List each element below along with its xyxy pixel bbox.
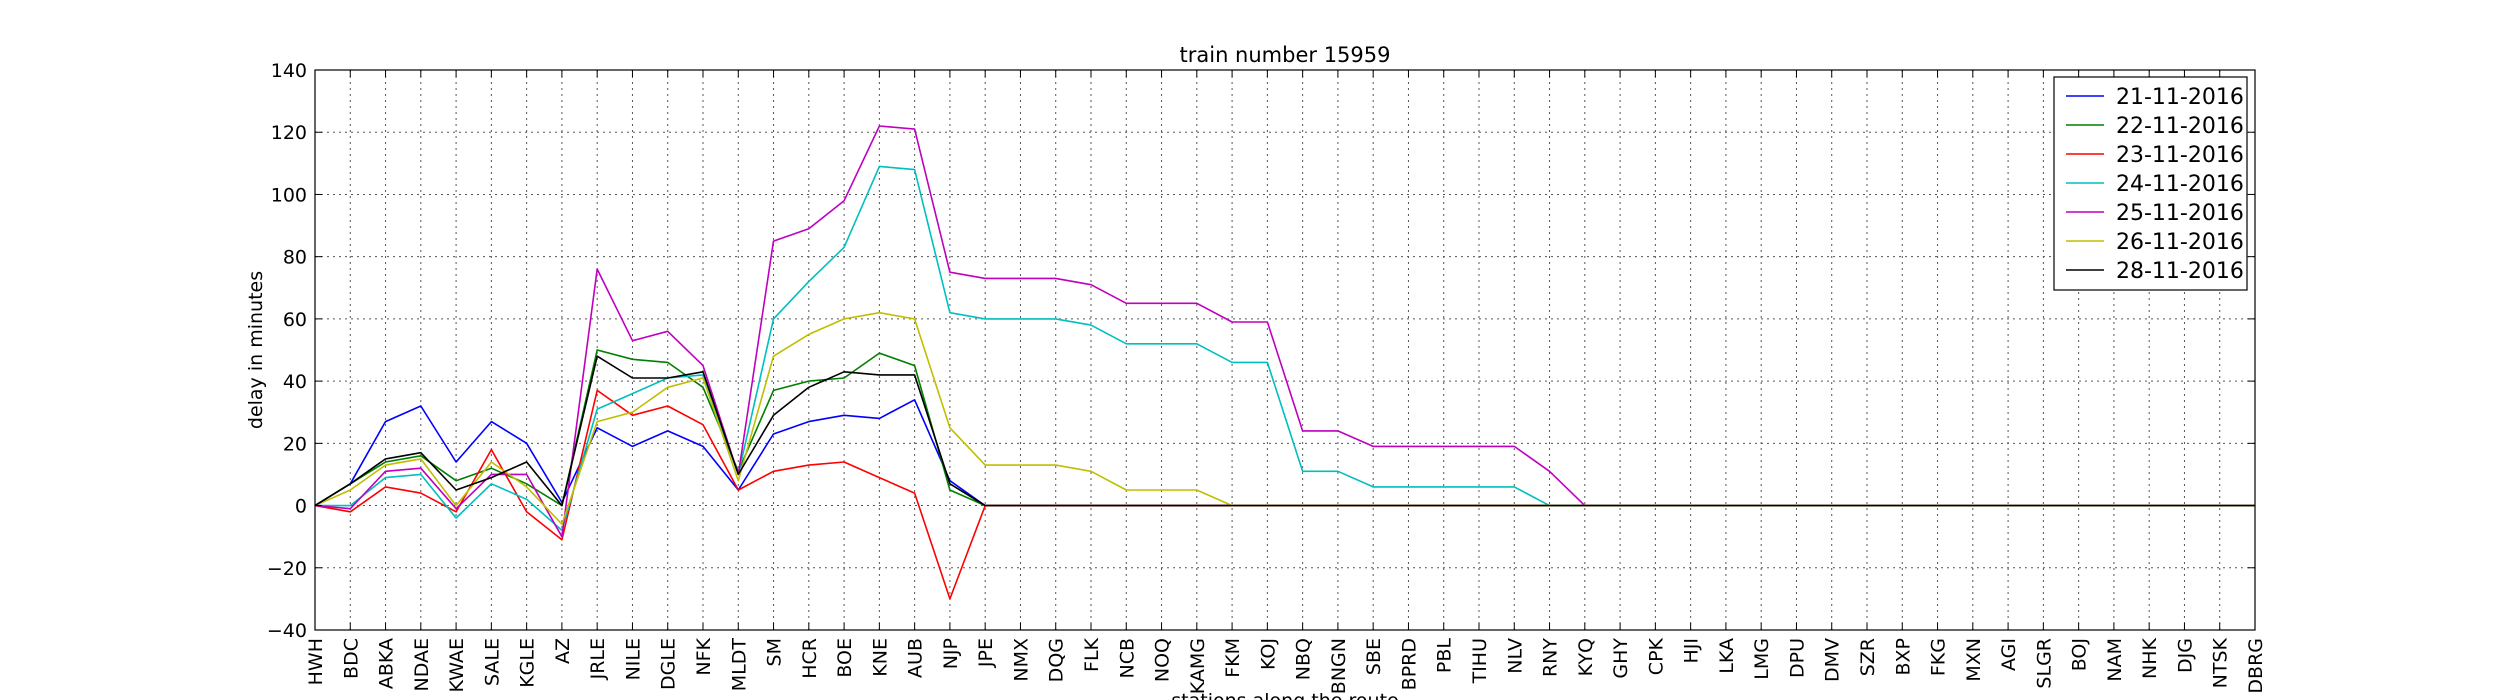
x-tick-label: MLDT (728, 638, 750, 692)
y-tick-label: −40 (267, 620, 307, 642)
x-tick-label: AGI (1998, 638, 2020, 671)
x-tick-label: NTSK (2210, 637, 2232, 688)
grid-lines (314, 69, 2256, 631)
plot-series (314, 125, 2255, 600)
x-tick-label: DJG (2174, 638, 2196, 673)
x-tick-label: BOE (834, 638, 856, 678)
x-tick-label: KNE (869, 638, 891, 677)
x-tick-label: PBL (1434, 638, 1456, 673)
x-tick-label: RNY (1540, 638, 1562, 677)
axes-frame (314, 69, 2256, 631)
x-tick-label: MXN (1963, 638, 1985, 682)
x-tick-label: JPE (975, 638, 997, 668)
x-tick-label: BDC (340, 638, 362, 679)
x-tick-label: CPK (1645, 637, 1667, 675)
x-tick-label: NHK (2139, 637, 2161, 679)
x-tick-label: NFK (693, 637, 715, 675)
x-tick-label: DGLE (658, 638, 680, 690)
x-tick-label: SM (764, 638, 786, 666)
x-tick-label: NDAE (411, 638, 433, 692)
series-line-28-11-2016 (314, 355, 2255, 507)
x-tick-label: HWH (305, 638, 327, 685)
x-tick-label: DMV (1822, 638, 1844, 682)
legend-label: 25-11-2016 (2116, 201, 2244, 226)
x-tick-label: NLV (1504, 638, 1526, 674)
x-tick-label: NJP (940, 638, 962, 669)
y-axis-label: delay in minutes (245, 271, 267, 429)
axis-ticks: HWH BDC ABKA NDAE KWAE SALE KGLE AZ JRLE NILE DGLE… (267, 60, 2267, 694)
x-tick-label: BOJ (2069, 638, 2091, 671)
y-tick-label: 0 (295, 496, 307, 518)
legend-label: 28-11-2016 (2116, 259, 2244, 284)
legend-label: 26-11-2016 (2116, 230, 2244, 255)
plot-frame (314, 69, 2256, 631)
y-tick-label: 40 (283, 371, 307, 393)
x-tick-label: BPRD (1398, 638, 1420, 690)
y-tick-label: 80 (283, 247, 307, 269)
legend: 21-11-2016 22-11-2016 23-11-2016 24-11-2016… (2053, 76, 2248, 291)
x-tick-label: SBE (1363, 638, 1385, 675)
x-tick-label: KGLE (517, 638, 539, 688)
x-tick-label: BXP (1892, 638, 1914, 676)
x-tick-label: JRLE (587, 638, 609, 680)
x-tick-label: AZ (552, 638, 574, 664)
x-tick-label: FKM (1222, 638, 1244, 678)
x-tick-label: GHY (1610, 638, 1632, 679)
series-line-25-11-2016 (314, 125, 2255, 538)
x-tick-label: NOQ (1152, 638, 1174, 682)
series-line-22-11-2016 (314, 349, 2255, 507)
x-axis-label: stations along the route (1171, 690, 1398, 700)
y-tick-label: 100 (271, 184, 307, 206)
x-tick-label: DPU (1786, 638, 1808, 678)
legend-label: 23-11-2016 (2116, 143, 2244, 168)
x-tick-label: BNGN (1328, 638, 1350, 694)
x-tick-label: FKG (1928, 638, 1950, 676)
x-tick-label: LMG (1751, 638, 1773, 680)
x-tick-label: HCR (799, 638, 821, 679)
x-tick-label: TIHU (1469, 638, 1491, 684)
chart-title: train number 15959 (1180, 43, 1391, 67)
y-tick-label: 140 (271, 60, 307, 82)
x-tick-label: SLGR (2033, 638, 2055, 689)
series-line-23-11-2016 (314, 389, 2255, 600)
x-tick-label: KOJ (1257, 638, 1279, 670)
y-tick-label: 120 (271, 122, 307, 144)
x-tick-label: AUB (905, 638, 927, 678)
x-tick-label: NAM (2104, 638, 2126, 682)
x-tick-label: NILE (622, 638, 644, 680)
x-tick-label: KWAE (446, 638, 468, 693)
x-tick-label: DQG (1046, 638, 1068, 682)
y-tick-label: 20 (283, 433, 307, 455)
x-tick-label: NBQ (1293, 638, 1315, 680)
x-tick-label: SALE (481, 638, 503, 686)
legend-label: 24-11-2016 (2116, 172, 2244, 197)
x-tick-label: LKA (1716, 638, 1738, 674)
x-tick-label: NMX (1010, 638, 1032, 682)
x-tick-label: DBRG (2245, 638, 2267, 694)
legend-label: 21-11-2016 (2116, 85, 2244, 110)
x-tick-label: NCB (1116, 638, 1138, 679)
x-tick-label: HJI (1681, 638, 1703, 664)
y-tick-label: −20 (267, 558, 307, 580)
x-tick-label: KAMG (1187, 638, 1209, 694)
x-tick-label: FLK (1081, 637, 1103, 672)
series-line-24-11-2016 (315, 165, 2255, 532)
x-tick-label: ABKA (376, 638, 398, 689)
x-tick-label: KYQ (1575, 638, 1597, 676)
legend-label: 22-11-2016 (2116, 114, 2244, 139)
y-tick-label: 60 (283, 309, 307, 331)
x-tick-label: SZR (1857, 638, 1879, 676)
